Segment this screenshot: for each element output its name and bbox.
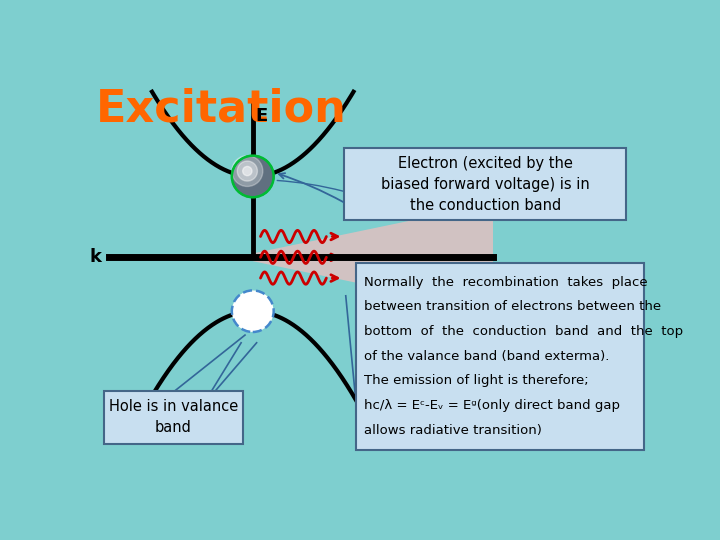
Text: hc/λ = Eᶜ-Eᵥ = Eᵍ(only direct band gap: hc/λ = Eᶜ-Eᵥ = Eᵍ(only direct band gap [364, 399, 620, 412]
Text: Electron (excited by the
biased forward voltage) is in
the conduction band: Electron (excited by the biased forward … [381, 156, 590, 213]
Text: of the valance band (band exterma).: of the valance band (band exterma). [364, 350, 609, 363]
Circle shape [232, 156, 263, 186]
Text: Normally  the  recombination  takes  place: Normally the recombination takes place [364, 276, 647, 289]
Text: Excitation: Excitation [96, 88, 347, 131]
FancyBboxPatch shape [356, 264, 644, 450]
Text: k: k [89, 248, 102, 266]
Text: allows radiative transition): allows radiative transition) [364, 423, 541, 437]
FancyBboxPatch shape [344, 148, 626, 220]
Circle shape [233, 157, 273, 197]
Circle shape [233, 291, 273, 331]
Text: bottom  of  the  conduction  band  and  the  top: bottom of the conduction band and the to… [364, 325, 683, 338]
Polygon shape [253, 204, 493, 311]
Text: Hole is in valance
band: Hole is in valance band [109, 399, 238, 435]
FancyBboxPatch shape [104, 390, 243, 444]
Text: The emission of light is therefore;: The emission of light is therefore; [364, 374, 588, 387]
Circle shape [238, 161, 258, 181]
Text: between transition of electrons between the: between transition of electrons between … [364, 300, 661, 313]
Text: E: E [256, 107, 268, 125]
Circle shape [243, 166, 252, 176]
